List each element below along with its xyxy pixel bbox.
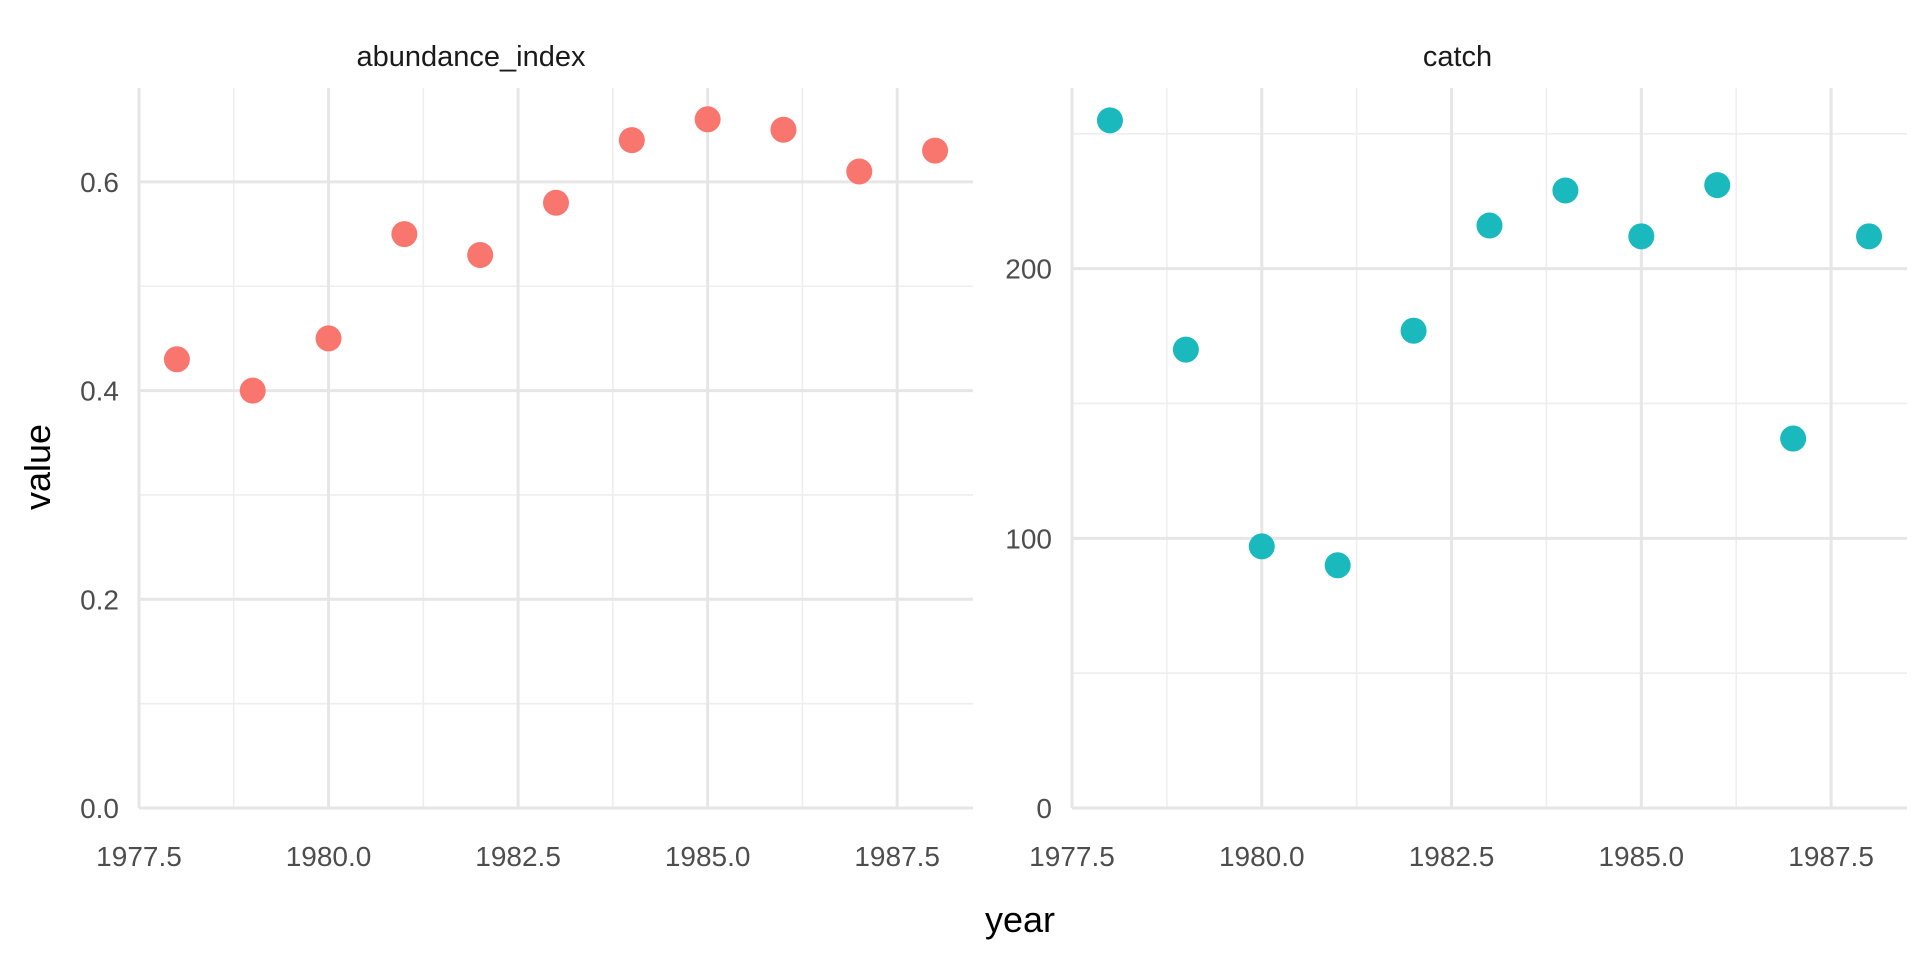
x-tick-label: 1982.5: [475, 841, 561, 872]
data-point: [846, 158, 873, 185]
y-tick-label: 0.4: [80, 376, 119, 407]
data-point: [1856, 223, 1883, 250]
x-tick-label: 1982.5: [1409, 841, 1495, 872]
data-point: [1400, 317, 1427, 344]
y-tick-label: 0.6: [80, 167, 119, 198]
data-point: [1476, 212, 1503, 239]
data-point: [163, 346, 190, 373]
data-point: [1096, 107, 1123, 134]
data-point: [1628, 223, 1655, 250]
data-point: [618, 127, 645, 154]
data-point: [1552, 177, 1579, 204]
facet-title: abundance_index: [357, 41, 586, 73]
x-tick-label: 1980.0: [286, 841, 372, 872]
x-tick-label: 1980.0: [1219, 841, 1305, 872]
data-point: [1780, 425, 1807, 452]
data-point: [770, 116, 797, 143]
facet-panel-0: 1977.5 1980.0 1982.5 1985.0 1987.5 0.0 0.2 0.4 0…: [80, 41, 973, 872]
data-point: [922, 137, 949, 164]
facet-panels: 1977.5 1980.0 1982.5 1985.0 1987.5 0.0 0.2 0.4 0…: [80, 41, 1907, 872]
x-tick-label: 1977.5: [1029, 841, 1115, 872]
data-point: [1248, 533, 1275, 560]
x-tick-label: 1987.5: [1788, 841, 1874, 872]
facet-title: catch: [1423, 41, 1492, 73]
y-tick-label: 0: [1036, 793, 1052, 824]
y-tick-label: 0.0: [80, 793, 119, 824]
data-point: [391, 221, 418, 248]
y-axis-title: value: [17, 424, 58, 510]
x-axis-title: year: [985, 899, 1055, 940]
facet-panel-1: 1977.5 1980.0 1982.5 1985.0 1987.5 0 100 200 cat…: [1005, 41, 1907, 872]
x-tick-label: 1977.5: [96, 841, 182, 872]
x-tick-label: 1987.5: [854, 841, 940, 872]
data-point: [543, 189, 569, 216]
data-point: [239, 377, 266, 404]
data-point: [1172, 336, 1199, 363]
data-point: [315, 325, 342, 352]
data-point: [694, 106, 721, 133]
y-tick-label: 100: [1005, 523, 1052, 554]
x-tick-label: 1985.0: [1598, 841, 1684, 872]
data-point: [1704, 172, 1731, 199]
x-tick-label: 1985.0: [665, 841, 751, 872]
y-tick-label: 0.2: [80, 584, 119, 615]
data-point: [1324, 552, 1351, 579]
data-point: [467, 241, 494, 268]
y-tick-label: 200: [1005, 254, 1052, 285]
